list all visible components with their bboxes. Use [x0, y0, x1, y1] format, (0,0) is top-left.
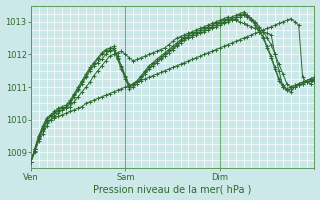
X-axis label: Pression niveau de la mer( hPa ): Pression niveau de la mer( hPa ): [93, 184, 252, 194]
